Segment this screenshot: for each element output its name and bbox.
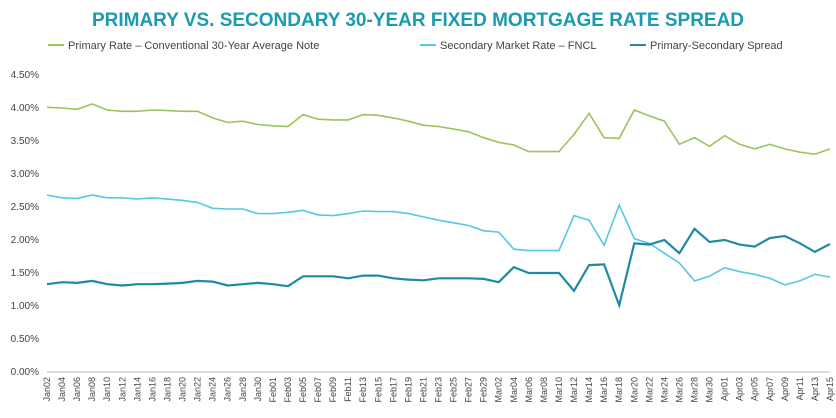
x-tick-label: Jan02 <box>42 377 52 402</box>
x-tick-label: Mar22 <box>644 377 654 403</box>
x-tick-label: Jan18 <box>162 377 172 402</box>
x-tick-label: Apr05 <box>750 377 760 401</box>
y-tick-label: 0.50% <box>11 334 39 345</box>
x-tick-label: Feb01 <box>268 377 278 403</box>
x-tick-label: Mar28 <box>689 377 699 403</box>
x-tick-label: Mar14 <box>584 377 594 403</box>
x-tick-label: Feb21 <box>418 377 428 403</box>
x-tick-label: Jan30 <box>253 377 263 402</box>
legend-label: Secondary Market Rate – FNCL <box>440 40 597 52</box>
x-tick-label: Mar12 <box>569 377 579 403</box>
y-tick-label: 4.00% <box>11 103 39 114</box>
y-tick-label: 3.00% <box>11 169 39 180</box>
x-tick-label: Feb03 <box>283 377 293 403</box>
x-tick-label: Feb09 <box>328 377 338 403</box>
x-tick-label: Mar08 <box>539 377 549 403</box>
x-tick-label: Mar18 <box>614 377 624 403</box>
x-tick-label: Mar16 <box>599 377 609 403</box>
x-tick-label: Jan06 <box>72 377 82 402</box>
x-tick-label: Mar26 <box>674 377 684 403</box>
x-tick-label: Feb07 <box>313 377 323 403</box>
x-tick-label: Mar10 <box>554 377 564 403</box>
x-tick-label: Jan22 <box>193 377 203 402</box>
x-tick-label: Jan28 <box>238 377 248 402</box>
x-tick-label: Apr03 <box>735 377 745 401</box>
series-line <box>46 194 831 286</box>
x-tick-label: Mar24 <box>659 377 669 403</box>
x-tick-label: Feb17 <box>388 377 398 403</box>
series-line <box>46 227 831 310</box>
x-tick-label: Jan16 <box>147 377 157 402</box>
x-tick-label: Jan24 <box>208 377 218 402</box>
y-tick-label: 1.50% <box>11 268 39 279</box>
x-tick-label: Jan08 <box>87 377 97 402</box>
y-tick-label: 0.00% <box>11 367 39 378</box>
x-tick-label: Jan14 <box>132 377 142 402</box>
x-tick-label: Jan12 <box>117 377 127 402</box>
x-tick-label: Jan04 <box>57 377 67 402</box>
x-tick-label: Mar02 <box>494 377 504 403</box>
x-tick-label: Feb13 <box>358 377 368 403</box>
x-tick-label: Feb23 <box>434 377 444 403</box>
x-tick-label: Jan10 <box>102 377 112 402</box>
x-tick-label: Apr11 <box>795 377 805 400</box>
y-tick-label: 2.50% <box>11 202 39 213</box>
series-line <box>46 103 831 156</box>
x-tick-label: Apr07 <box>765 377 775 401</box>
x-tick-label: Feb19 <box>403 377 413 403</box>
x-tick-label: Apr13 <box>810 377 820 401</box>
x-tick-label: Feb11 <box>343 377 353 402</box>
x-tick-label: Feb25 <box>449 377 459 403</box>
x-tick-label: Jan20 <box>178 377 188 402</box>
x-tick-label: Apr09 <box>780 377 790 401</box>
y-tick-label: 4.50% <box>11 70 39 81</box>
y-tick-label: 1.00% <box>11 301 39 312</box>
x-tick-label: Mar20 <box>629 377 639 403</box>
y-tick-label: 2.00% <box>11 235 39 246</box>
chart-title: PRIMARY VS. SECONDARY 30-YEAR FIXED MORT… <box>92 10 744 31</box>
legend-label: Primary-Secondary Spread <box>650 40 783 52</box>
x-tick-label: Apr15 <box>825 377 835 401</box>
x-tick-label: Apr01 <box>720 377 730 401</box>
x-tick-label: Mar04 <box>509 377 519 403</box>
y-tick-label: 3.50% <box>11 136 39 147</box>
x-tick-label: Feb15 <box>373 377 383 403</box>
x-tick-label: Feb27 <box>464 377 474 403</box>
x-tick-label: Feb05 <box>298 377 308 403</box>
legend-label: Primary Rate – Conventional 30-Year Aver… <box>68 40 319 52</box>
x-tick-label: Mar06 <box>524 377 534 403</box>
x-tick-label: Feb29 <box>479 377 489 403</box>
x-tick-label: Mar30 <box>705 377 715 403</box>
x-tick-label: Jan26 <box>223 377 233 402</box>
